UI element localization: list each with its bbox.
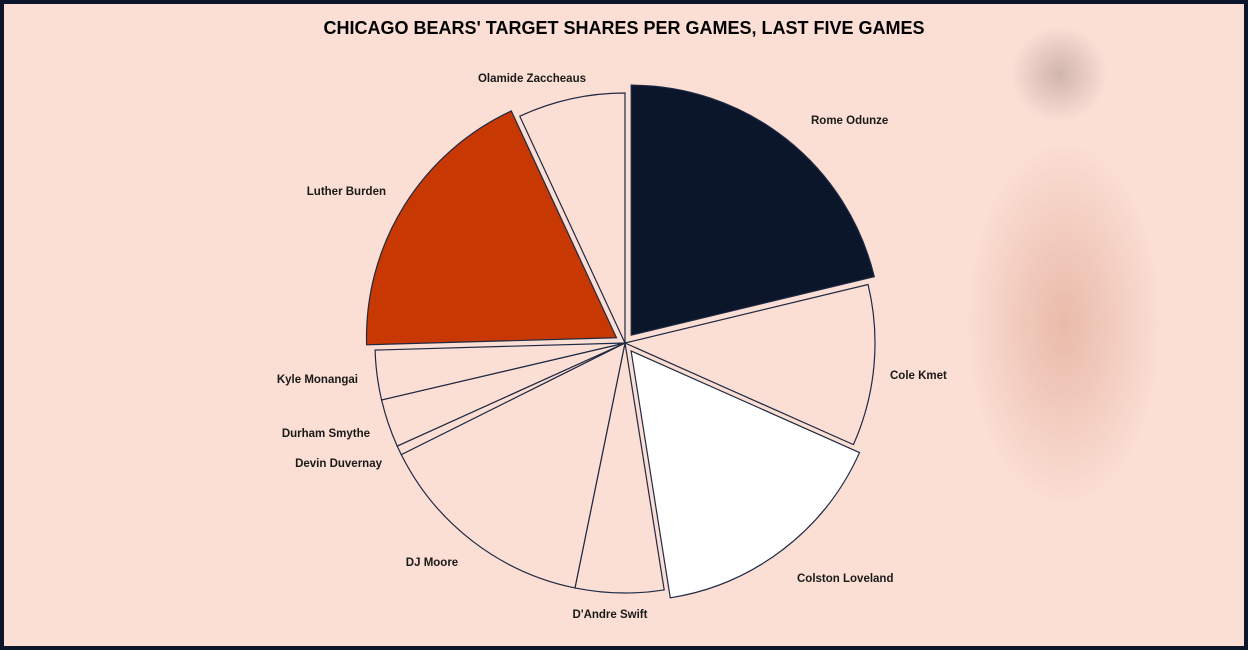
pie-slice-cole-kmet <box>623 283 876 446</box>
pie-slice-olamide-zaccheaus <box>518 92 626 344</box>
pie-slice-colston-loveland <box>630 349 861 599</box>
slice-label: Colston Loveland <box>797 573 893 585</box>
slice-label: Kyle Monangai <box>277 374 358 386</box>
slice-label: DJ Moore <box>406 557 458 569</box>
pie-slice-kyle-monangai <box>374 342 626 401</box>
slice-label: Cole Kmet <box>890 370 947 382</box>
pie-slice-luther-burden <box>365 110 618 346</box>
chart-title: CHICAGO BEARS' TARGET SHARES PER GAMES, … <box>323 18 925 38</box>
slice-label: Luther Burden <box>307 186 386 198</box>
slice-label: Durham Smythe <box>282 428 370 440</box>
chart-frame: CHICAGO BEARS' TARGET SHARES PER GAMES, … <box>4 4 1244 646</box>
slice-label: Olamide Zaccheaus <box>478 73 586 85</box>
slice-label: D'Andre Swift <box>573 609 648 621</box>
pie-chart: Rome Odunze Cole Kmet Colston Loveland D'An… <box>277 73 947 621</box>
slice-label: Devin Duvernay <box>295 458 383 470</box>
slice-label: Rome Odunze <box>811 115 888 127</box>
pie-slice-dj-moore <box>400 341 626 589</box>
pie-slice-rome-odunze <box>630 84 875 336</box>
player-photo-background <box>844 4 1244 646</box>
